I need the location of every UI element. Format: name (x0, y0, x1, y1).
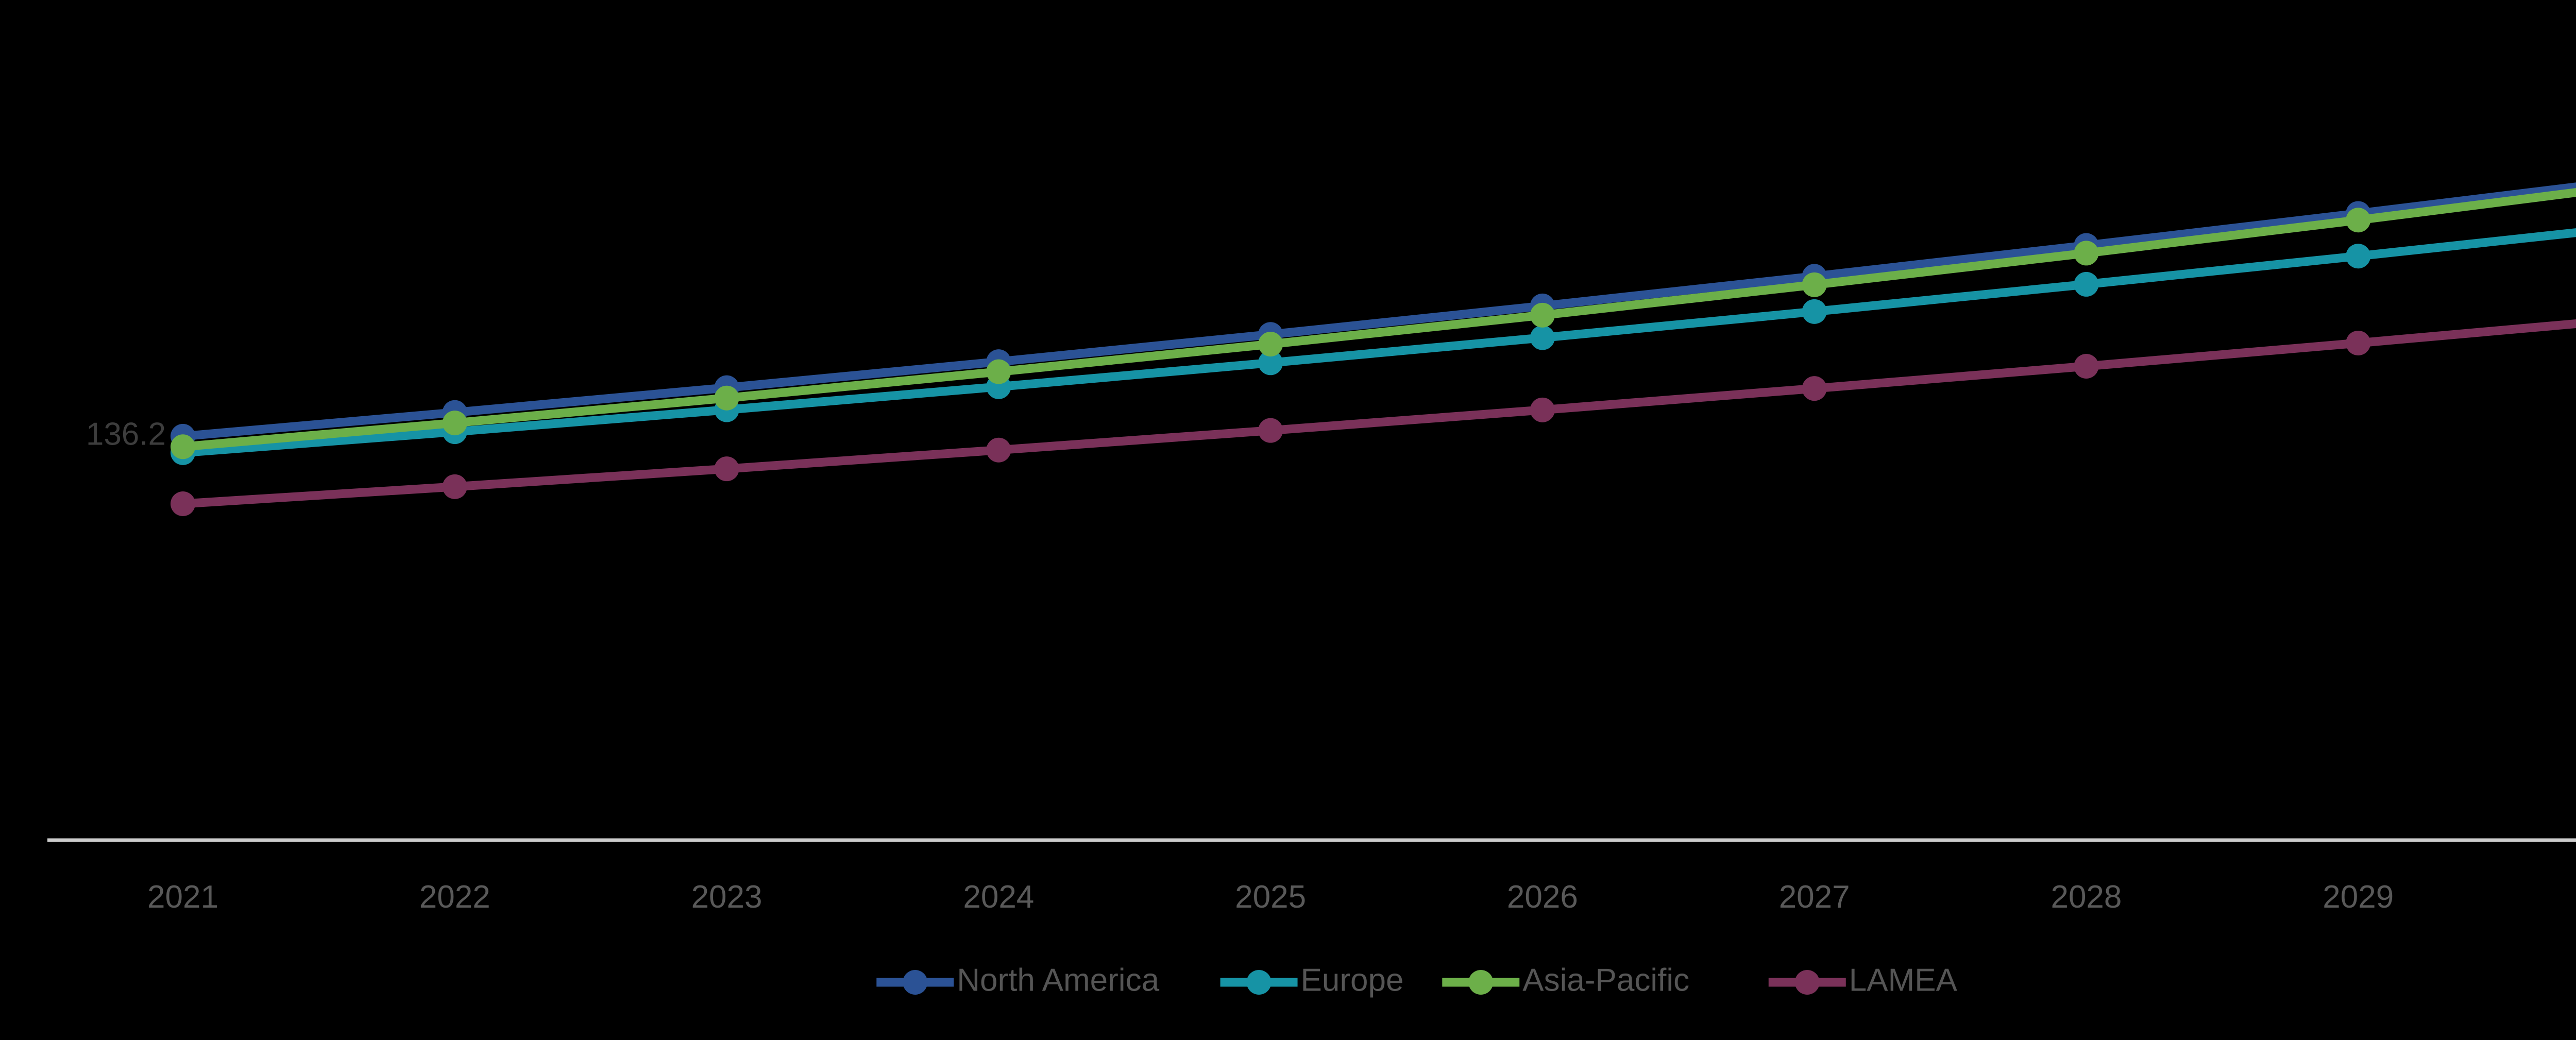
data-point-marker[interactable] (1530, 325, 1555, 350)
data-point-marker[interactable] (171, 491, 195, 516)
x-axis-tick-label: 2029 (2323, 879, 2394, 915)
chart-legend: North America Europe Asia-Pacific LAMEA (876, 962, 1958, 998)
series-line (178, 182, 2576, 441)
data-point-marker[interactable] (2074, 271, 2099, 297)
x-axis-tick-label: 2021 (147, 879, 218, 915)
data-point-marker[interactable] (1258, 350, 1283, 376)
data-point-marker[interactable] (442, 474, 467, 499)
series-lamea (171, 319, 2576, 516)
legend-swatch-dot-icon (903, 970, 928, 995)
legend-swatch-dot-icon (1794, 970, 1820, 995)
series-layer (171, 182, 2576, 516)
data-point-marker[interactable] (1802, 299, 1827, 324)
legend-swatch-dot-icon (1246, 970, 1272, 995)
data-point-marker[interactable] (714, 456, 739, 482)
legend-item-label: North America (957, 962, 1159, 998)
x-axis-tick-labels: 2021202220232024202520262027202820292030 (147, 879, 2394, 915)
data-point-marker[interactable] (1802, 272, 1827, 297)
x-axis-tick-label: 2028 (2050, 879, 2122, 915)
data-point-marker[interactable] (1530, 302, 1555, 328)
legend-item-label: Europe (1301, 962, 1404, 998)
y-axis-value-labels: 136.2 (86, 416, 166, 452)
data-point-marker[interactable] (1802, 376, 1827, 401)
series-line (178, 319, 2576, 508)
x-axis-tick-label: 2023 (691, 879, 762, 915)
legend-item-north-america[interactable]: North America (876, 962, 1160, 998)
data-point-marker[interactable] (986, 437, 1011, 463)
data-point-marker[interactable] (986, 359, 1011, 384)
data-point-marker[interactable] (442, 411, 467, 436)
legend-item-label: LAMEA (1849, 962, 1958, 998)
x-axis-tick-label: 2025 (1235, 879, 1306, 915)
series-line (178, 188, 2576, 451)
x-axis-tick-label: 2024 (963, 879, 1034, 915)
legend-item-asia-pacific[interactable]: Asia-Pacific (1442, 962, 1689, 998)
data-point-marker[interactable] (1258, 332, 1283, 357)
series-asia-pacific (171, 188, 2576, 459)
x-axis-tick-label: 2026 (1507, 879, 1578, 915)
data-point-marker[interactable] (714, 385, 739, 411)
x-axis-tick-label: 2027 (1779, 879, 1850, 915)
data-point-marker[interactable] (1530, 397, 1555, 422)
data-point-marker[interactable] (2346, 244, 2371, 269)
legend-item-europe[interactable]: Europe (1220, 962, 1404, 998)
data-point-marker[interactable] (2346, 208, 2371, 233)
x-axis-tick-label: 2022 (419, 879, 490, 915)
data-point-marker[interactable] (2074, 241, 2099, 266)
data-point-marker[interactable] (2346, 330, 2371, 355)
legend-item-label: Asia-Pacific (1522, 962, 1689, 998)
y-axis-value-label: 136.2 (86, 416, 166, 452)
series-line (178, 228, 2576, 457)
data-point-marker[interactable] (2074, 353, 2099, 379)
data-point-marker[interactable] (171, 434, 195, 459)
legend-item-lamea[interactable]: LAMEA (1768, 962, 1958, 998)
legend-swatch-dot-icon (1468, 970, 1494, 995)
data-point-marker[interactable] (1258, 418, 1283, 443)
